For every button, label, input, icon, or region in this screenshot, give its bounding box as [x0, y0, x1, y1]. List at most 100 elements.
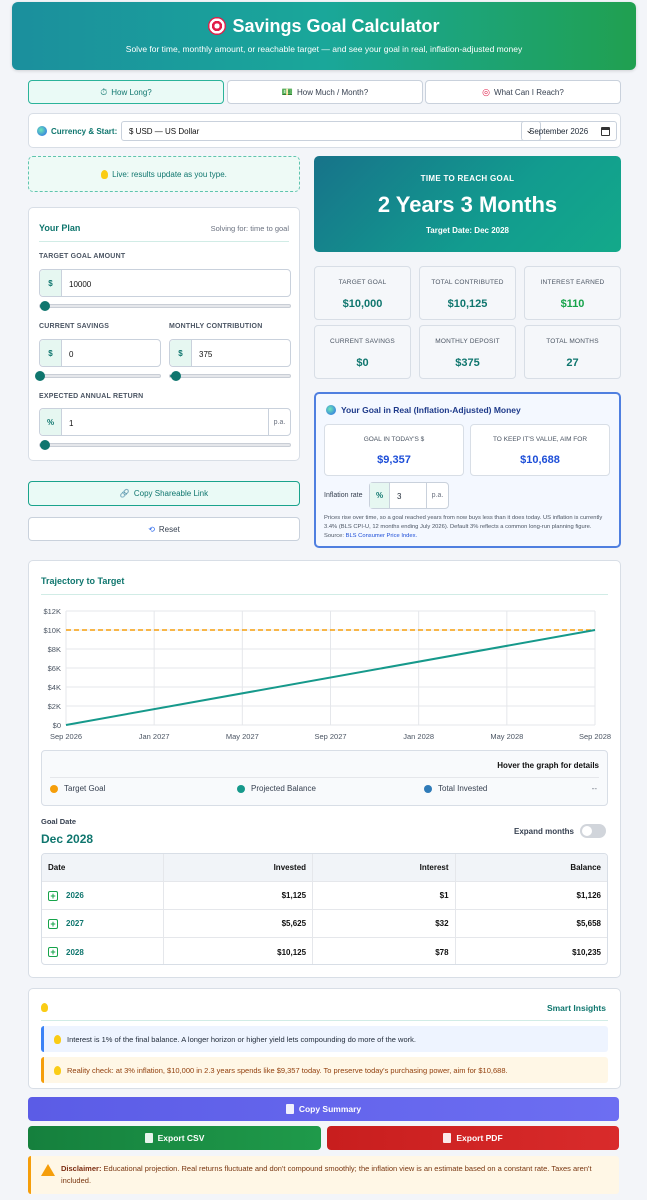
stat-total-months: TOTAL MONTHS 27	[524, 325, 621, 379]
table-row[interactable]: +2027 $5,625 $32 $5,658	[42, 910, 607, 938]
legend-target-goal: Target Goal	[50, 784, 105, 793]
trajectory-title: Trajectory to Target	[41, 576, 125, 586]
dollar-prefix: $	[170, 340, 192, 366]
app-header: Savings Goal Calculator Solve for time, …	[12, 2, 636, 70]
slider-handle[interactable]	[171, 371, 181, 381]
app-title: Savings Goal Calculator	[12, 16, 636, 37]
return-label: EXPECTED ANNUAL RETURN	[39, 393, 144, 400]
target-input[interactable]: $ 10000	[39, 269, 291, 297]
hover-value: --	[591, 784, 597, 793]
return-input[interactable]: % 1 p.a.	[39, 408, 291, 436]
table-row[interactable]: +2028 $10,125 $78 $10,235	[42, 938, 607, 964]
goal-date-value: Dec 2028	[41, 832, 94, 846]
y-tick-label: $0	[53, 721, 61, 730]
expand-row-icon[interactable]: +	[48, 918, 58, 929]
reset-button[interactable]: ⟲ Reset	[28, 517, 300, 541]
currency-select[interactable]: $ USD — US Dollar ⌄	[121, 121, 541, 141]
chart-legend: Hover the graph for details Target Goal …	[41, 750, 608, 806]
app-subtitle: Solve for time, monthly amount, or reach…	[125, 44, 523, 54]
yearly-table: Date Invested Interest Balance +2026 $1,…	[41, 853, 608, 965]
per-annum-suffix: p.a.	[268, 409, 290, 435]
target-date: Target Date: Dec 2028	[426, 226, 509, 235]
expand-months-toggle[interactable]	[580, 824, 606, 838]
target-label: TARGET GOAL AMOUNT	[39, 253, 126, 260]
goal-today-box: GOAL IN TODAY'S $ $9,357	[324, 424, 464, 476]
stopwatch-icon: ⏱	[100, 86, 108, 97]
result-card: TIME TO REACH GOAL 2 Years 3 Months Targ…	[314, 156, 621, 252]
stat-current-savings: CURRENT SAVINGS $0	[314, 325, 411, 379]
y-tick-label: $4K	[48, 683, 61, 692]
x-tick-label: May 2027	[226, 732, 259, 741]
plan-title: Your Plan	[39, 223, 81, 233]
savings-input[interactable]: $ 0	[39, 339, 161, 367]
slider-handle[interactable]	[40, 301, 50, 311]
hover-hint: Hover the graph for details	[497, 761, 599, 770]
chevron-down-icon: ⌄	[525, 125, 533, 135]
slider-handle[interactable]	[40, 440, 50, 450]
start-date-input[interactable]: September 2026	[521, 121, 617, 141]
table-header: Date Invested Interest Balance	[42, 854, 607, 882]
lightbulb-icon	[101, 169, 109, 179]
copy-link-button[interactable]: 🔗 Copy Shareable Link	[28, 481, 300, 506]
tab-how-long[interactable]: ⏱ How Long?	[28, 80, 224, 104]
target-icon: ◎	[482, 86, 491, 97]
stat-monthly-deposit: MONTHLY DEPOSIT $375	[419, 325, 516, 379]
insight-interest: Interest is 1% of the final balance. A l…	[41, 1026, 608, 1052]
x-tick-label: May 2028	[490, 732, 523, 741]
legend-dot	[424, 784, 432, 793]
x-tick-label: Jan 2027	[139, 732, 170, 741]
currency-bar: Currency & Start: $ USD — US Dollar ⌄ Sep…	[28, 113, 621, 148]
real-money-card: Your Goal in Real (Inflation-Adjusted) M…	[314, 392, 621, 548]
x-tick-label: Sep 2028	[579, 732, 611, 741]
result-label: TIME TO REACH GOAL	[420, 174, 515, 183]
copy-summary-button[interactable]: Copy Summary	[28, 1097, 619, 1121]
x-tick-label: Sep 2027	[314, 732, 346, 741]
warning-icon	[41, 1164, 55, 1176]
trajectory-chart[interactable]: $0 $2K $4K $6K $8K $10K $12K Sep 2026 Jan 2027 Ma…	[29, 601, 622, 749]
insights-card: Smart Insights Interest is 1% of the fin…	[28, 988, 621, 1089]
globe-icon	[326, 405, 336, 415]
target-slider[interactable]	[39, 301, 291, 311]
table-row[interactable]: +2026 $1,125 $1 $1,126	[42, 882, 607, 910]
x-tick-label: Sep 2026	[50, 732, 82, 741]
live-note: Live: results update as you type.	[28, 156, 300, 192]
return-slider[interactable]	[39, 440, 291, 450]
bls-source-link[interactable]: BLS Consumer Price Index.	[345, 533, 418, 539]
goal-date-label: Goal Date	[41, 817, 77, 826]
expand-row-icon[interactable]: +	[48, 947, 58, 957]
currency-label: Currency & Start:	[37, 126, 117, 136]
projected-balance-line	[65, 629, 596, 726]
divider	[50, 777, 599, 778]
link-icon: 🔗	[119, 489, 130, 498]
x-tick-label: Jan 2028	[403, 732, 434, 741]
tab-how-much[interactable]: 💵 How Much / Month?	[227, 80, 423, 104]
file-icon	[443, 1133, 452, 1143]
export-pdf-button[interactable]: Export PDF	[327, 1126, 619, 1150]
lightbulb-icon	[54, 1034, 61, 1044]
plan-card: Your Plan Solving for: time to goal TARG…	[28, 207, 300, 461]
slider-handle[interactable]	[35, 371, 45, 381]
expand-row-icon[interactable]: +	[48, 890, 58, 901]
divider	[39, 241, 289, 242]
inflation-input[interactable]: % 3 p.a.	[369, 482, 449, 509]
stat-interest-earned: INTEREST EARNED $110	[524, 266, 621, 320]
monthly-input[interactable]: $ 375	[169, 339, 291, 367]
divider	[41, 594, 608, 595]
percent-prefix: %	[40, 409, 62, 435]
insight-reality-check: Reality check: at 3% inflation, $10,000 …	[41, 1057, 608, 1083]
y-tick-label: $10K	[43, 626, 61, 635]
y-tick-label: $12K	[43, 607, 61, 616]
export-csv-button[interactable]: Export CSV	[28, 1126, 321, 1150]
expand-months: Expand months	[514, 824, 606, 838]
tab-what-can-i-reach[interactable]: ◎ What Can I Reach?	[425, 80, 621, 104]
savings-slider[interactable]	[35, 371, 161, 381]
percent-prefix: %	[370, 483, 390, 508]
calendar-icon[interactable]	[601, 127, 610, 136]
target-icon	[208, 17, 227, 35]
monthly-slider[interactable]	[169, 371, 291, 381]
y-tick-label: $2K	[48, 702, 61, 711]
inflation-note: Prices rise over time, so a goal reached…	[324, 515, 603, 539]
monthly-label: MONTHLY CONTRIBUTION	[169, 323, 263, 330]
per-annum-suffix: p.a.	[426, 483, 448, 508]
real-money-title: Your Goal in Real (Inflation-Adjusted) M…	[326, 405, 521, 415]
